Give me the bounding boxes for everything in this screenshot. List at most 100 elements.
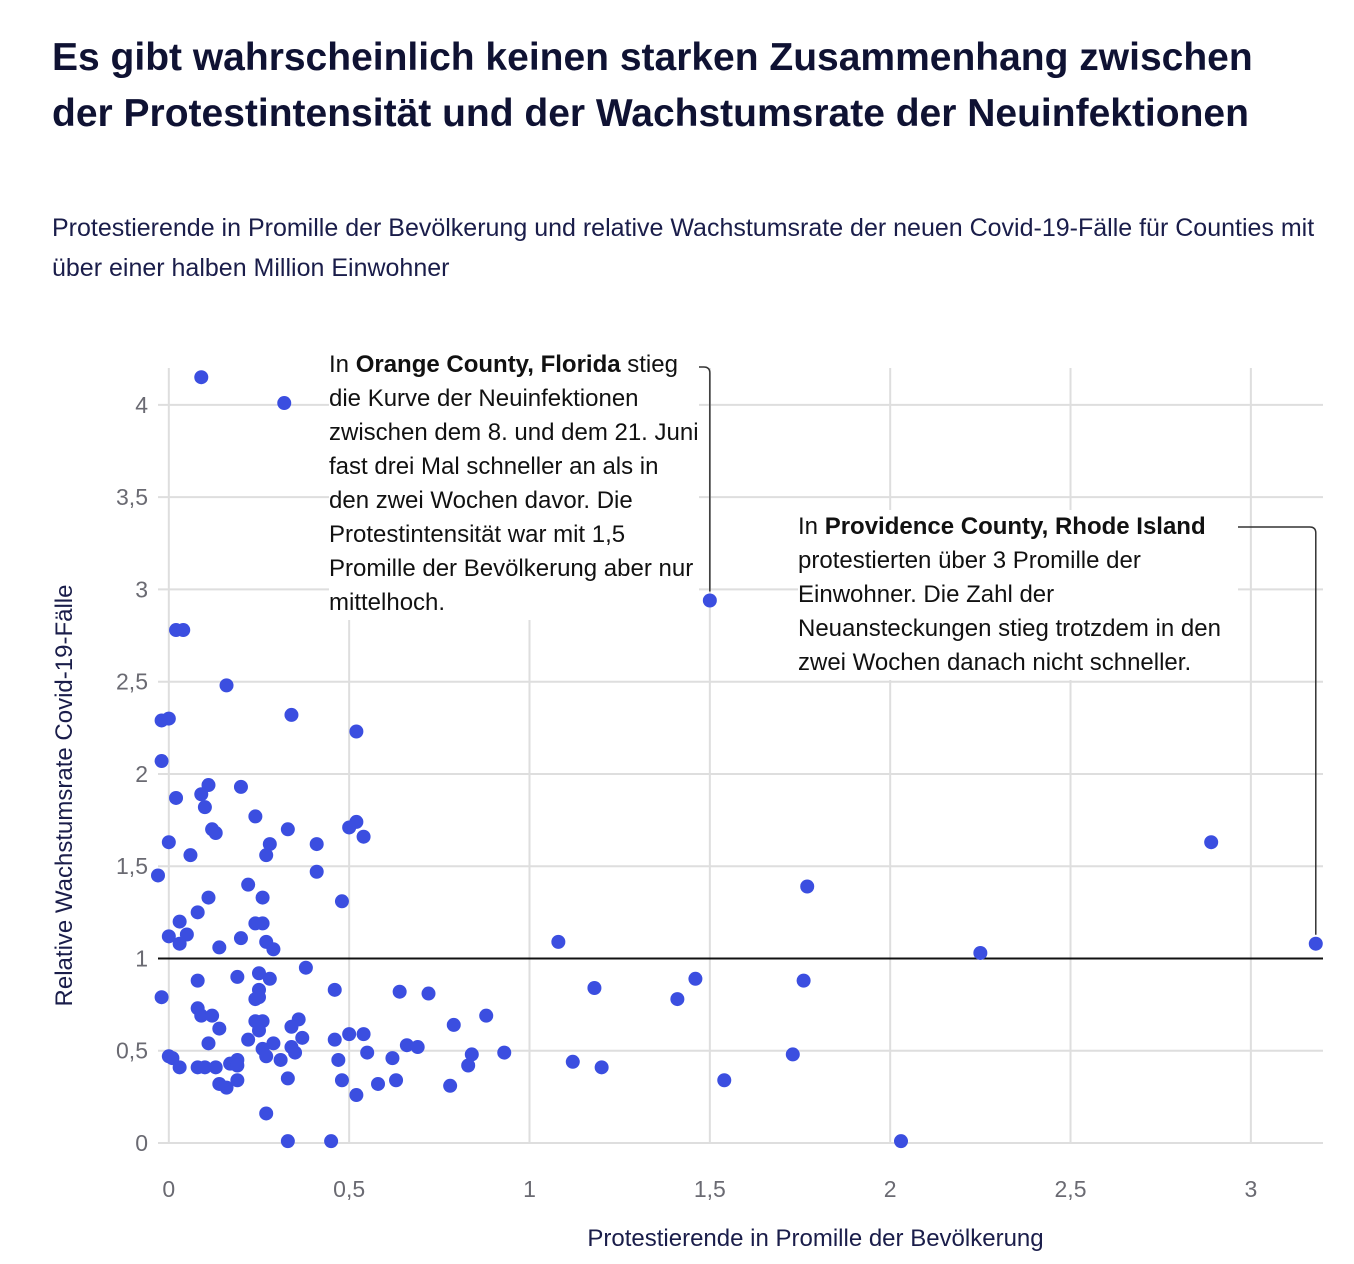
data-point: [219, 678, 234, 693]
data-point: [205, 1008, 220, 1023]
data-point: [255, 890, 270, 905]
data-point: [324, 1134, 339, 1149]
data-point: [161, 929, 176, 944]
data-point: [233, 779, 248, 794]
data-point: [446, 1017, 461, 1032]
data-point: [973, 945, 988, 960]
data-point: [342, 820, 357, 835]
x-tick-label: 3: [1244, 1176, 1257, 1202]
data-point: [1308, 936, 1323, 951]
data-point: [443, 1078, 458, 1093]
x-tick-label: 0,5: [333, 1176, 365, 1202]
data-point: [262, 971, 277, 986]
data-point: [259, 1049, 274, 1064]
data-point: [172, 1060, 187, 1075]
data-point: [277, 396, 292, 411]
data-point: [594, 1060, 609, 1075]
data-point: [360, 1045, 375, 1060]
data-point: [464, 1047, 479, 1062]
data-point: [702, 593, 717, 608]
chart-title: Es gibt wahrscheinlich keinen starken Zu…: [52, 36, 1253, 135]
data-point: [194, 787, 209, 802]
y-tick-label: 3: [135, 576, 148, 602]
y-tick-label: 4: [135, 392, 148, 418]
data-point: [169, 790, 184, 805]
y-tick-label: 0: [135, 1130, 148, 1156]
data-point: [410, 1040, 425, 1055]
data-point: [212, 1021, 227, 1036]
data-point: [255, 916, 270, 931]
data-point: [894, 1134, 909, 1149]
data-point: [717, 1073, 732, 1088]
data-point: [1204, 835, 1219, 850]
leader-line-orange: [664, 366, 711, 592]
annotation-providence-county-name: Providence County, Rhode Island: [824, 513, 1206, 540]
data-point: [161, 835, 176, 850]
x-tick-label: 2,5: [1055, 1176, 1087, 1202]
x-tick-label: 0: [162, 1176, 175, 1202]
data-point: [399, 1038, 414, 1053]
data-point: [356, 1027, 371, 1042]
data-points: [151, 370, 1323, 1149]
data-point: [208, 1060, 223, 1075]
annotation-providence-county: In Providence County, Rhode Island prote…: [798, 510, 1238, 680]
data-point: [349, 1088, 364, 1103]
annotation-leader-lines: [664, 366, 1317, 935]
data-point: [587, 981, 602, 995]
data-point: [266, 942, 281, 957]
data-point: [183, 848, 198, 863]
y-tick-label: 3,5: [116, 484, 148, 510]
data-point: [356, 829, 371, 844]
data-point: [309, 864, 324, 879]
annotation-providence-prefix: In: [798, 513, 825, 540]
data-point: [273, 1052, 288, 1067]
data-point: [259, 848, 274, 863]
data-point: [688, 971, 703, 986]
y-tick-label: 2: [135, 761, 148, 787]
data-point: [551, 934, 566, 949]
data-point: [334, 894, 349, 909]
data-point: [342, 1027, 357, 1042]
data-point: [190, 905, 205, 920]
data-point: [259, 1106, 274, 1121]
y-tick-label: 0,5: [116, 1038, 148, 1064]
y-axis-title: Relative Wachstumsrate Covid-19-Fälle: [51, 585, 78, 1007]
data-point: [251, 1023, 266, 1038]
data-point: [176, 623, 191, 638]
axis-ticks: 0 0,5 1 1,5 2 2,5 3 0 0,5 1 1,5 2 2,5 3 3,5 4: [116, 392, 1257, 1202]
data-point: [172, 936, 187, 951]
data-point: [151, 868, 165, 883]
data-point: [208, 826, 223, 840]
annotation-orange-county: In Orange County, Florida stieg die Kurv…: [329, 348, 699, 620]
data-point: [288, 1045, 303, 1060]
y-tick-label: 2,5: [116, 669, 148, 695]
data-point: [230, 969, 245, 984]
data-point: [251, 966, 266, 981]
chart-subtitle: Protestierende in Promille der Bevölkeru…: [52, 214, 1315, 282]
data-point: [497, 1045, 512, 1060]
data-point: [241, 877, 256, 892]
data-point: [280, 1134, 295, 1149]
data-point: [385, 1051, 400, 1066]
data-point: [251, 990, 266, 1005]
y-tick-label: 1,5: [116, 853, 148, 879]
data-point: [241, 1032, 256, 1047]
data-point: [785, 1047, 800, 1062]
data-point: [670, 992, 685, 1007]
data-point: [371, 1076, 386, 1091]
leader-line-providence: [1183, 526, 1317, 935]
data-point: [230, 1058, 245, 1073]
data-point: [212, 940, 227, 955]
x-tick-label: 1,5: [694, 1176, 726, 1202]
data-point: [197, 800, 212, 815]
data-point: [248, 809, 263, 824]
annotation-orange-text: stieg die Kurve der Neuinfektionen zwisc…: [329, 351, 699, 616]
data-point: [190, 973, 205, 988]
data-point: [392, 984, 407, 999]
data-point: [327, 982, 342, 997]
data-point: [201, 890, 216, 905]
data-point: [172, 914, 187, 929]
annotation-orange-prefix: In: [329, 351, 356, 378]
data-point: [284, 1019, 299, 1034]
data-point: [194, 1008, 209, 1023]
